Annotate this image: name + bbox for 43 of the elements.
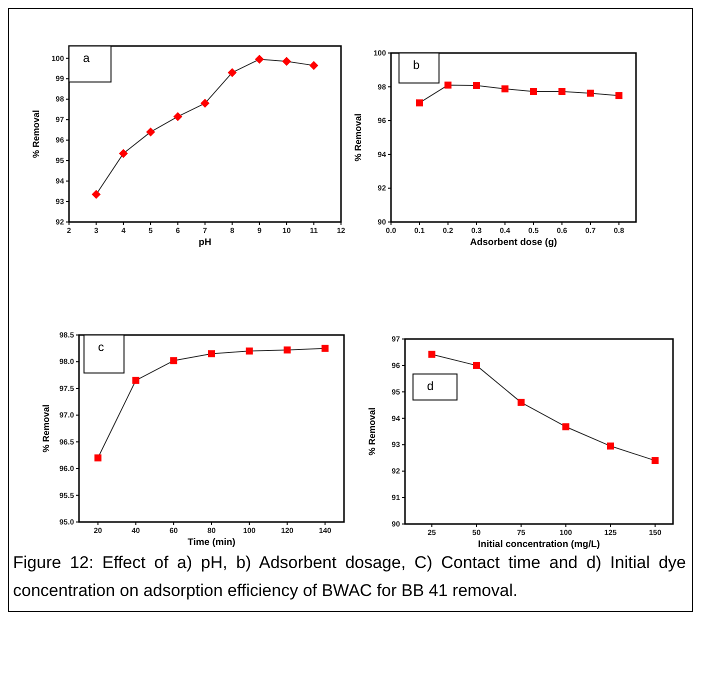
point [170,357,178,364]
point [518,398,525,406]
point [322,344,329,352]
point [562,423,570,430]
point [208,350,215,358]
point [558,88,566,96]
x-axis-title: Time (min) [188,537,236,548]
point [118,148,128,158]
y-axis-title: % Removal [367,407,377,456]
point [428,350,436,358]
point [652,457,659,464]
point [472,362,480,369]
point [132,376,140,384]
y-axis-title: % Removal [353,113,363,162]
point [586,90,594,97]
point [606,442,614,450]
annotation: c [98,340,104,354]
point [94,454,102,462]
x-axis-title: Adsorbent dose (g) [470,237,558,248]
annotation: d [427,379,434,393]
point [228,68,237,78]
point [254,54,264,64]
point [146,127,156,136]
point [282,56,292,66]
point [92,190,101,199]
point [615,92,622,100]
x-axis-title: Initial concentration (mg/L) [478,539,600,550]
point [173,112,182,122]
point [416,99,423,106]
point [472,82,480,89]
x-axis-title: pH [198,237,212,248]
point [309,60,318,70]
caption: Figure 12: Effect of a) pH, b) Adsorbent dosage, C) Contact time and d) Initial dye concentration on adsorption efficiency of BWAC for BB 41 removal. [12,552,687,602]
point [200,98,210,108]
point [444,82,452,89]
point [530,88,537,96]
y-axis-title: % Removal [41,404,51,453]
point [501,85,508,92]
y-axis-title: % Removal [31,110,41,158]
point [284,346,291,354]
point [246,348,253,355]
annotation: b [413,58,420,72]
annotation: a [83,51,90,65]
